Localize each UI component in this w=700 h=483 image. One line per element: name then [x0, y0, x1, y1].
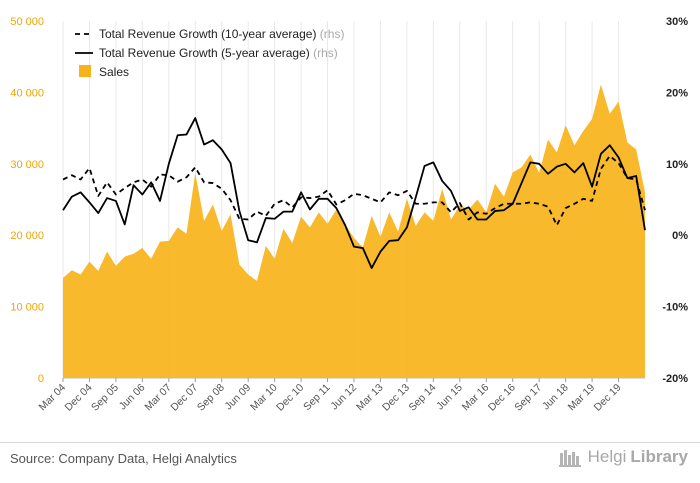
left-tick-label: 40 000: [10, 87, 44, 99]
left-tick-label: 20 000: [10, 230, 44, 242]
x-tick-label: Jun 15: [434, 382, 465, 413]
x-tick-label: Dec 07: [168, 382, 200, 414]
x-tick-label: Mar 07: [142, 382, 174, 414]
x-tick-label: Sep 17: [512, 382, 544, 414]
library-icon: [558, 450, 581, 467]
chart: 0 10 000 20 000 30 000 40 000 50 000 -20% -10%…: [10, 16, 688, 414]
brand-name-part2: Library: [630, 447, 688, 466]
sales-area-layer: [63, 84, 645, 379]
legend-series-name: Total Revenue Growth (5-year average): [99, 46, 313, 60]
legend-series-name: Total Revenue Growth (10-year average): [99, 27, 320, 41]
legend: Total Revenue Growth (10-year average) (…: [75, 27, 344, 79]
left-tick-label: 50 000: [10, 16, 44, 28]
right-tick-label: 20%: [666, 87, 688, 99]
brand-logo: Helgi Library: [558, 447, 688, 467]
left-tick-label: 0: [38, 373, 44, 385]
legend-axis-note: (rhs): [320, 27, 345, 41]
x-tick-label: Mar 04: [37, 382, 69, 414]
x-tick-label: Dec 13: [380, 382, 412, 414]
x-tick-label: Dec 10: [274, 382, 306, 414]
right-tick-label: 10%: [666, 159, 688, 171]
left-tick-label: 30 000: [10, 159, 44, 171]
x-tick-label: Dec 19: [592, 382, 624, 414]
x-tick-label: Dec 16: [486, 382, 518, 414]
legend-label-sales: Sales: [99, 65, 129, 79]
x-tick-label: Sep 14: [406, 382, 438, 414]
x-tick-label: Jun 18: [540, 382, 571, 413]
x-tick-label: Jun 12: [328, 382, 359, 413]
right-tick-label: -10%: [662, 302, 688, 314]
legend-axis-note: (rhs): [313, 46, 338, 60]
x-tick-label: Jun 06: [117, 382, 148, 413]
x-tick-label: Mar 19: [566, 382, 598, 414]
x-tick-label: Mar 16: [460, 382, 492, 414]
x-tick-label: Jun 09: [223, 382, 254, 413]
right-tick-label: 30%: [666, 16, 688, 28]
x-tick-label: Mar 13: [354, 382, 386, 414]
x-tick-label: Sep 08: [195, 382, 227, 414]
legend-label: Total Revenue Growth (5-year average) (r…: [99, 46, 338, 60]
footer-divider: [0, 442, 700, 443]
x-tick-label: Sep 05: [89, 382, 121, 414]
left-tick-label: 10 000: [10, 302, 44, 314]
growth-lines-layer: [62, 117, 646, 269]
source-note: Source: Company Data, Helgi Analytics: [10, 451, 237, 466]
sales-area: [63, 84, 645, 379]
x-tick-label: Mar 10: [248, 382, 280, 414]
brand-name-part1: Helgi: [587, 447, 627, 466]
legend-swatch-area: [79, 65, 91, 77]
x-tick-label: Sep 11: [301, 382, 333, 414]
right-tick-label: -20%: [662, 373, 688, 385]
right-axis: -20% -10% 0% 10% 20% 30%: [662, 16, 688, 385]
right-tick-label: 0%: [672, 230, 688, 242]
legend-label: Total Revenue Growth (10-year average) (…: [99, 27, 344, 41]
x-tick-label: Dec 04: [63, 382, 95, 414]
left-axis: 0 10 000 20 000 30 000 40 000 50 000: [10, 16, 44, 385]
growth-5y-line: [62, 117, 646, 269]
